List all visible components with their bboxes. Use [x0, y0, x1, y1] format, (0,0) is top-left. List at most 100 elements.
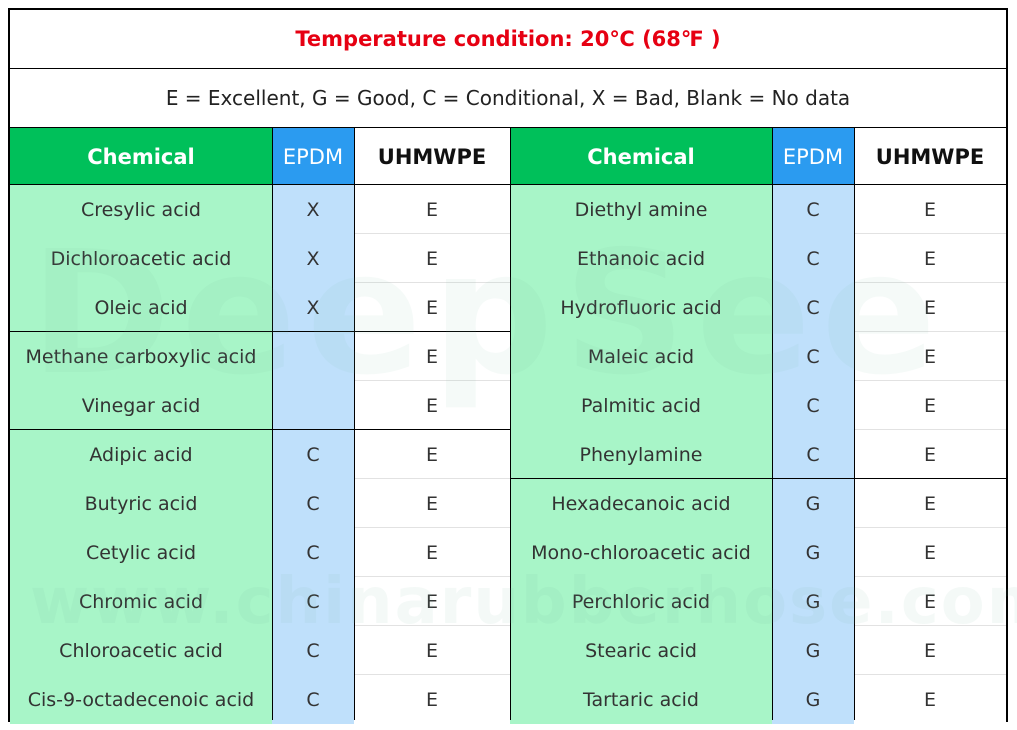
epdm-rating-cell: G [772, 675, 854, 724]
chemical-resistance-table: Temperature condition: 20℃ (68℉ ) E = Ex… [8, 8, 1017, 724]
epdm-rating-cell: C [772, 430, 854, 479]
epdm-rating-cell: G [772, 626, 854, 675]
chemical-name-cell: Cetylic acid [10, 528, 272, 577]
chemical-name-cell: Cresylic acid [10, 185, 272, 234]
uhmwpe-rating-cell: E [354, 675, 510, 724]
row-separator [354, 576, 510, 577]
uhmwpe-rating-cell: E [854, 675, 1006, 724]
row-separator [854, 233, 1006, 234]
group-separator [10, 429, 510, 430]
chemical-name-cell: Palmitic acid [510, 381, 772, 430]
row-separator [854, 576, 1006, 577]
uhmwpe-rating-cell: E [854, 528, 1006, 577]
row-separator [854, 380, 1006, 381]
epdm-rating-cell: G [772, 577, 854, 626]
epdm-rating-cell [272, 381, 354, 430]
epdm-rating-cell [272, 332, 354, 381]
epdm-rating-cell: C [272, 430, 354, 479]
uhmwpe-rating-cell: E [354, 626, 510, 675]
row-separator [354, 380, 510, 381]
group-separator [510, 478, 1006, 479]
epdm-rating-cell: C [772, 185, 854, 234]
header-epdm-left: EPDM [272, 128, 354, 185]
uhmwpe-rating-cell: E [854, 577, 1006, 626]
uhmwpe-rating-cell: E [854, 185, 1006, 234]
table-title: Temperature condition: 20℃ (68℉ ) [10, 10, 1006, 69]
column-separator [354, 128, 355, 720]
row-separator [354, 478, 510, 479]
column-separator [510, 128, 511, 720]
chemical-name-cell: Tartaric acid [510, 675, 772, 724]
epdm-rating-cell: C [272, 577, 354, 626]
row-separator [854, 331, 1006, 332]
group-separator [10, 331, 510, 332]
chemical-name-cell: Cis-9-octadecenoic acid [10, 675, 272, 724]
header-separator [10, 184, 1006, 185]
chemical-name-cell: Vinegar acid [10, 381, 272, 430]
chemical-name-cell: Methane carboxylic acid [10, 332, 272, 381]
row-separator [854, 282, 1006, 283]
epdm-rating-cell: G [772, 528, 854, 577]
chemical-name-cell: Phenylamine [510, 430, 772, 479]
header-chemical-right: Chemical [510, 128, 772, 185]
uhmwpe-rating-cell: E [354, 479, 510, 528]
chemical-name-cell: Ethanoic acid [510, 234, 772, 283]
row-separator [854, 674, 1006, 675]
rating-legend: E = Excellent, G = Good, C = Conditional… [10, 69, 1006, 128]
column-separator [854, 128, 855, 720]
header-epdm-right: EPDM [772, 128, 854, 185]
uhmwpe-rating-cell: E [854, 234, 1006, 283]
header-chemical-left: Chemical [10, 128, 272, 185]
uhmwpe-rating-cell: E [354, 234, 510, 283]
uhmwpe-rating-cell: E [854, 479, 1006, 528]
uhmwpe-rating-cell: E [354, 577, 510, 626]
chemical-name-cell: Butyric acid [10, 479, 272, 528]
chemical-name-cell: Mono-chloroacetic acid [510, 528, 772, 577]
epdm-rating-cell: C [272, 479, 354, 528]
epdm-rating-cell: C [272, 675, 354, 724]
column-separator [272, 128, 273, 720]
chemical-name-cell: Maleic acid [510, 332, 772, 381]
row-separator [354, 233, 510, 234]
row-separator [854, 527, 1006, 528]
uhmwpe-rating-cell: E [354, 283, 510, 332]
column-separator [772, 128, 773, 720]
chemical-name-cell: Hexadecanoic acid [510, 479, 772, 528]
chemical-name-cell: Perchloric acid [510, 577, 772, 626]
chemical-name-cell: Chloroacetic acid [10, 626, 272, 675]
uhmwpe-rating-cell: E [854, 332, 1006, 381]
uhmwpe-rating-cell: E [354, 528, 510, 577]
epdm-rating-cell: X [272, 283, 354, 332]
uhmwpe-rating-cell: E [354, 185, 510, 234]
row-separator [354, 527, 510, 528]
epdm-rating-cell: C [772, 381, 854, 430]
row-separator [854, 625, 1006, 626]
chemical-name-cell: Stearic acid [510, 626, 772, 675]
header-uhmwpe-left: UHMWPE [354, 128, 510, 185]
chemical-name-cell: Hydrofluoric acid [510, 283, 772, 332]
header-uhmwpe-right: UHMWPE [854, 128, 1006, 185]
row-separator [354, 625, 510, 626]
row-separator [854, 429, 1006, 430]
epdm-rating-cell: C [772, 332, 854, 381]
uhmwpe-rating-cell: E [854, 430, 1006, 479]
uhmwpe-rating-cell: E [354, 332, 510, 381]
uhmwpe-rating-cell: E [854, 626, 1006, 675]
row-separator [354, 282, 510, 283]
chemical-name-cell: Oleic acid [10, 283, 272, 332]
epdm-rating-cell: C [272, 626, 354, 675]
row-separator [354, 674, 510, 675]
chemical-name-cell: Chromic acid [10, 577, 272, 626]
epdm-rating-cell: X [272, 234, 354, 283]
uhmwpe-rating-cell: E [354, 430, 510, 479]
uhmwpe-rating-cell: E [854, 381, 1006, 430]
chemical-name-cell: Diethyl amine [510, 185, 772, 234]
uhmwpe-rating-cell: E [854, 283, 1006, 332]
chemical-name-cell: Dichloroacetic acid [10, 234, 272, 283]
epdm-rating-cell: C [272, 528, 354, 577]
epdm-rating-cell: X [272, 185, 354, 234]
chemical-name-cell: Adipic acid [10, 430, 272, 479]
epdm-rating-cell: C [772, 234, 854, 283]
epdm-rating-cell: G [772, 479, 854, 528]
epdm-rating-cell: C [772, 283, 854, 332]
